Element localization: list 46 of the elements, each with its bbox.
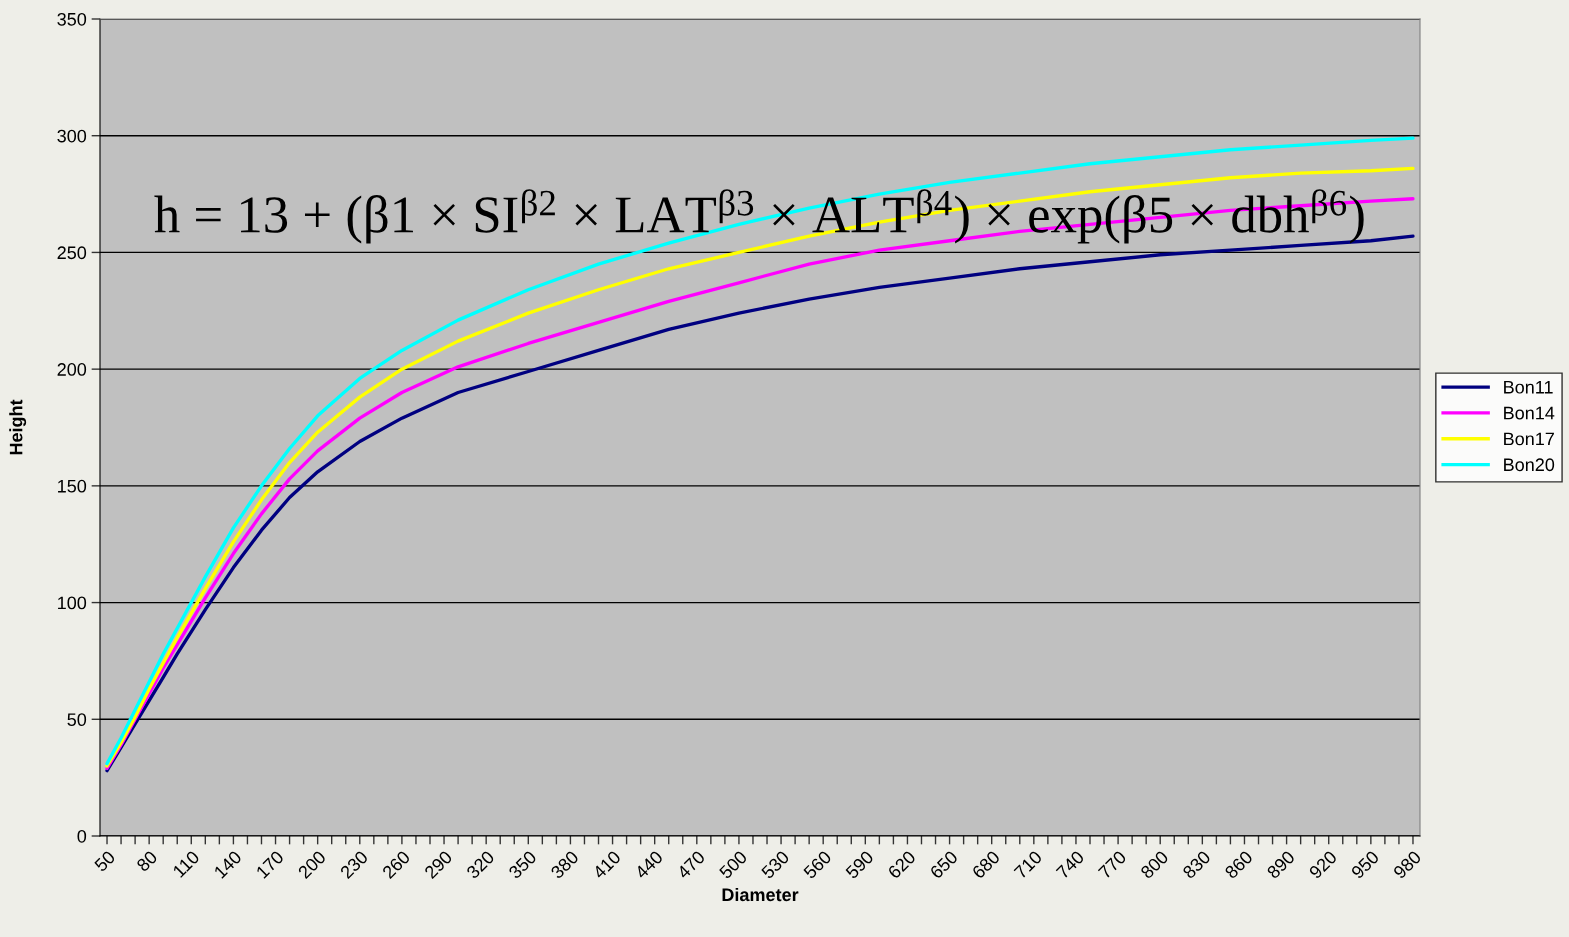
x-tick-label: 770 [1097,850,1127,880]
x-tick-label: 200 [297,850,327,880]
x-tick-label: 530 [760,850,790,880]
x-tick-label: 500 [718,850,748,880]
y-tick-label: 200 [57,363,87,376]
x-tick-label: 860 [1224,850,1254,880]
x-tick-label: 650 [929,850,959,880]
x-tick-label: 800 [1139,850,1170,880]
x-tick-label: 890 [1266,850,1296,880]
x-tick-label: 230 [339,850,369,880]
x-axis-title: Diameter [722,887,799,902]
y-tick-label: 350 [57,12,87,26]
x-tick-label: 170 [255,850,285,879]
x-tick-label: 440 [634,850,664,880]
x-tick-label: 410 [591,850,622,880]
y-tick-label: 100 [58,596,87,610]
x-tick-label: 80 [135,850,159,873]
x-tick-label: 710 [1013,850,1043,880]
y-tick-label: 0 [77,829,87,843]
x-tick-label: 740 [1055,850,1085,880]
x-tick-label: 680 [971,850,1001,880]
x-tick-label: 50 [93,850,116,873]
x-tick-label: 830 [1181,850,1212,880]
x-tick-label: 560 [802,850,833,880]
y-tick-label: 300 [57,129,87,143]
x-tick-label: 980 [1392,850,1422,880]
y-axis-title: Height [9,399,27,455]
x-tick-label: 380 [549,850,580,880]
x-tick-label: 110 [172,850,201,878]
legend-label: Bon20 [1504,458,1555,472]
x-tick-label: 590 [844,850,875,880]
y-tick-label: 50 [67,713,87,727]
x-tick-label: 320 [465,850,496,880]
x-tick-label: 350 [507,850,538,880]
x-tick-label: 140 [213,850,243,879]
legend-label: Bon14 [1504,406,1555,420]
y-tick-label: 250 [57,246,87,260]
x-tick-label: 290 [423,850,453,880]
x-tick-label: 260 [381,850,411,880]
x-tick-label: 620 [887,850,917,880]
x-tick-label: 950 [1350,850,1380,880]
x-tick-label: 470 [676,850,706,880]
legend-label: Bon17 [1504,432,1554,446]
y-tick-label: 150 [58,479,87,493]
legend-label: Bon11 [1504,380,1553,394]
x-tick-label: 920 [1308,850,1338,880]
